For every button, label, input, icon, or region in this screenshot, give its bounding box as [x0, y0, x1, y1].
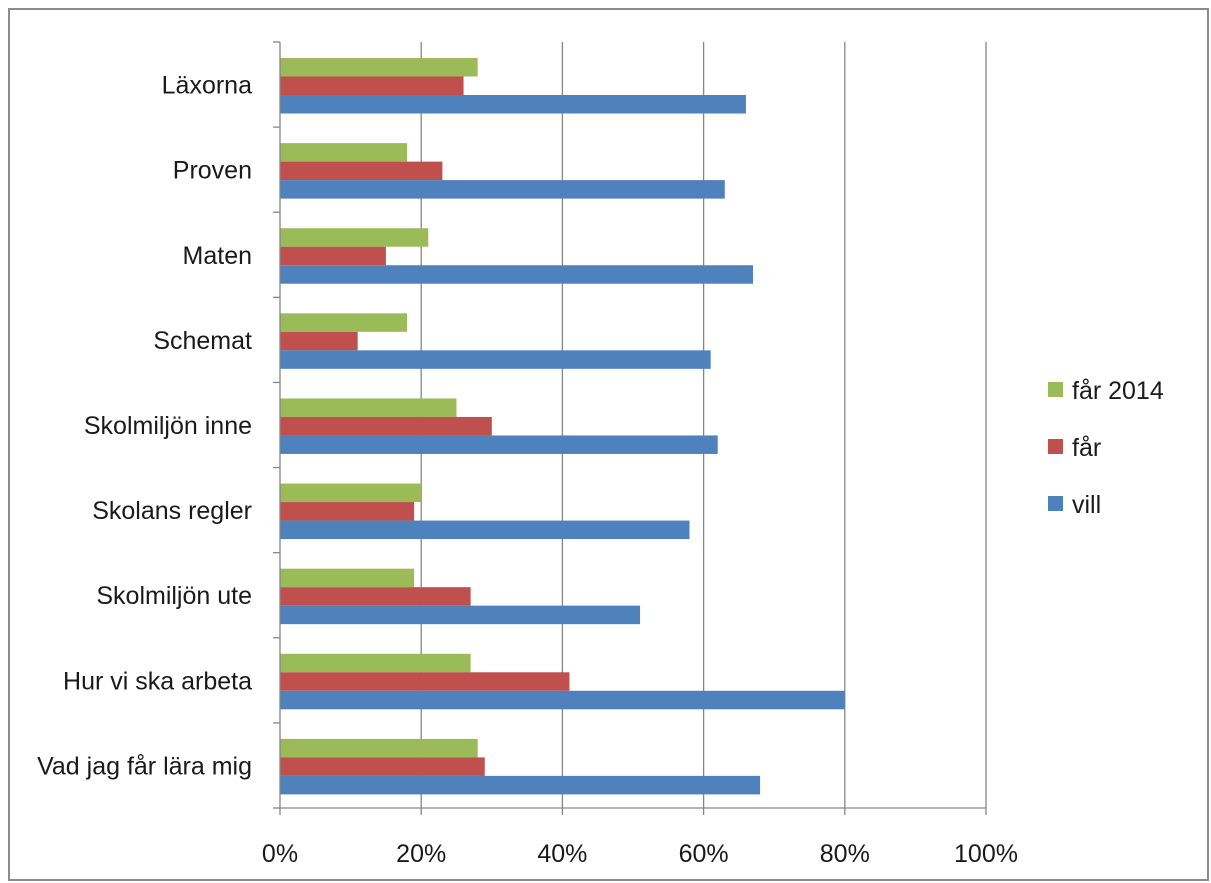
legend-swatch-far: [1048, 439, 1063, 454]
category-label-skolans-regler: Skolans regler: [92, 497, 252, 525]
bar-skolmiljon-ute-far: [280, 587, 471, 606]
bar-skolans-regler-far: [280, 502, 415, 521]
x-tick-label-100: 100%: [954, 840, 1018, 868]
bar-proven-vill: [280, 180, 725, 199]
bars: [280, 58, 845, 795]
legend-label-far-2014: får 2014: [1072, 377, 1164, 405]
category-label-proven: Proven: [173, 157, 252, 185]
category-label-vad-jag-far-lara-mig: Vad jag får lära mig: [37, 752, 252, 780]
x-tick-label-80: 80%: [820, 840, 870, 868]
bar-vad-jag-far-lara-mig-far-2014: [280, 738, 478, 758]
x-tick-label-40: 40%: [537, 840, 587, 868]
bar-maten-vill: [280, 265, 754, 284]
x-tick-label-20: 20%: [396, 840, 446, 868]
legend-swatch-vill: [1048, 496, 1063, 511]
category-label-hur-vi-ska-arbeta: Hur vi ska arbeta: [63, 667, 252, 695]
category-label-laxorna: Läxorna: [162, 72, 252, 100]
bar-vad-jag-far-lara-mig-vill: [280, 775, 761, 795]
category-label-schemat: Schemat: [153, 327, 252, 355]
bar-schemat-vill: [280, 350, 711, 369]
legend: får 2014 får vill: [1048, 377, 1164, 519]
bar-vad-jag-far-lara-mig-far: [280, 757, 485, 776]
x-tick-label-60: 60%: [679, 840, 729, 868]
bar-schemat-far-2014: [280, 313, 408, 332]
bar-hur-vi-ska-arbeta-vill: [280, 690, 845, 710]
legend-swatch-far-2014: [1048, 382, 1063, 397]
bar-skolmiljon-inne-vill: [280, 435, 718, 454]
bar-skolmiljon-ute-far-2014: [280, 568, 415, 588]
axes: [273, 41, 987, 815]
bar-schemat-far: [280, 331, 358, 351]
category-label-skolmiljon-inne: Skolmiljön inne: [84, 412, 252, 440]
bar-skolmiljon-ute-vill: [280, 605, 641, 625]
bar-skolans-regler-vill: [280, 520, 690, 540]
bar-laxorna-far-2014: [280, 58, 478, 77]
bar-skolmiljon-inne-far-2014: [280, 398, 457, 417]
legend-label-vill: vill: [1072, 491, 1101, 519]
x-tick-label-0: 0%: [262, 840, 298, 868]
bar-proven-far-2014: [280, 143, 408, 162]
category-label-maten: Maten: [183, 242, 252, 270]
bar-hur-vi-ska-arbeta-far: [280, 672, 570, 691]
bar-maten-far-2014: [280, 228, 429, 247]
category-label-skolmiljon-ute: Skolmiljön ute: [96, 582, 252, 610]
bar-hur-vi-ska-arbeta-far-2014: [280, 653, 471, 673]
bar-proven-far: [280, 161, 443, 181]
bar-skolmiljon-inne-far: [280, 416, 492, 436]
legend-label-far: får: [1072, 434, 1101, 462]
labels: Läxorna Proven Maten Schemat Skolmiljön inne…: [37, 72, 1018, 868]
bar-skolans-regler-far-2014: [280, 483, 422, 503]
bar-laxorna-vill: [280, 95, 746, 114]
bar-laxorna-far: [280, 76, 464, 95]
bar-maten-far: [280, 246, 386, 266]
